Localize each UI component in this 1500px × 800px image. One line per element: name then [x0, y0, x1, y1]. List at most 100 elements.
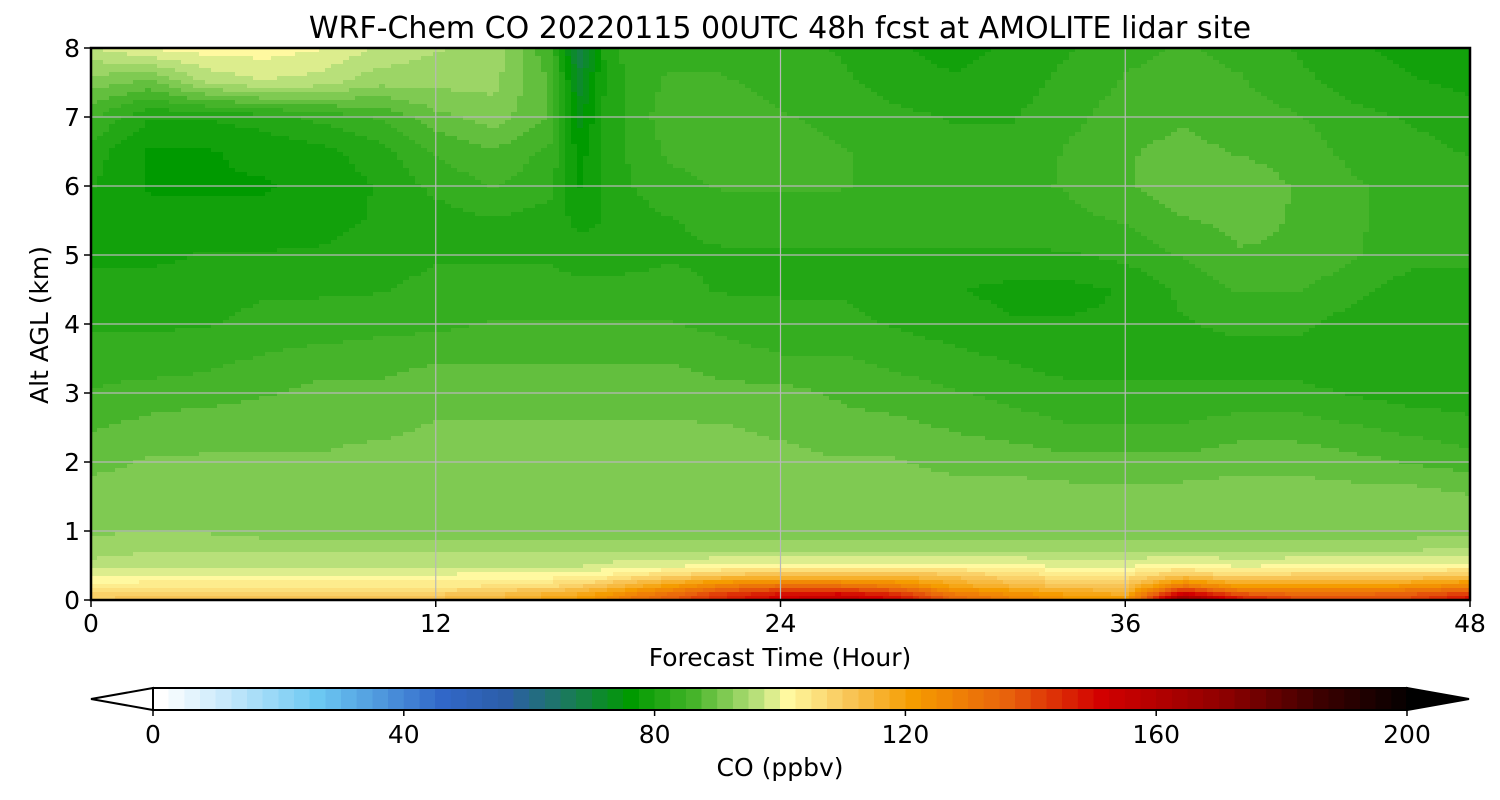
heat-cell	[175, 72, 182, 77]
heat-cell	[175, 60, 182, 65]
heat-cell	[697, 72, 704, 77]
heat-cell	[121, 92, 128, 97]
heat-cell	[835, 64, 842, 69]
heat-cell	[1129, 72, 1136, 77]
heat-cell	[1009, 68, 1016, 73]
heat-cell	[1093, 92, 1100, 97]
heat-cell	[817, 68, 824, 73]
heat-cell	[1333, 104, 1340, 109]
heat-cell	[1339, 64, 1346, 69]
heat-cell	[265, 80, 272, 85]
heat-cell	[1345, 80, 1352, 85]
heat-cell	[1147, 104, 1154, 109]
heat-cell	[703, 88, 710, 93]
heat-cell	[403, 88, 410, 93]
heat-cell	[379, 92, 386, 97]
heat-cell	[1459, 60, 1466, 65]
heat-cell	[547, 56, 554, 61]
heat-cell	[421, 76, 428, 81]
heat-cell	[1021, 52, 1028, 57]
heat-cell	[253, 104, 260, 109]
heat-cell	[1213, 100, 1220, 105]
heat-cell	[283, 76, 290, 81]
heat-cell	[745, 56, 752, 61]
heat-cell	[811, 52, 818, 57]
heat-cell	[469, 84, 476, 89]
heat-cell	[697, 64, 704, 69]
heat-cell	[907, 96, 914, 101]
heat-cell	[277, 104, 284, 109]
heat-cell	[1237, 56, 1244, 61]
heat-cell	[319, 88, 326, 93]
heat-cell	[469, 80, 476, 85]
heat-cell	[307, 68, 314, 73]
heat-cell	[757, 56, 764, 61]
heat-cell	[637, 76, 644, 81]
heat-cell	[637, 56, 644, 61]
heat-cell	[469, 76, 476, 81]
heat-cell	[1375, 76, 1382, 81]
heat-cell	[631, 100, 638, 105]
heat-cell	[163, 80, 170, 85]
heat-cell	[697, 60, 704, 65]
heat-cell	[1417, 96, 1424, 101]
heat-cell	[769, 72, 776, 77]
heat-cell	[1285, 84, 1292, 89]
heat-cell	[1267, 104, 1274, 109]
heat-cell	[577, 56, 584, 61]
heat-cell	[367, 60, 374, 65]
heat-cell	[169, 100, 176, 105]
heat-cell	[1207, 72, 1214, 77]
heat-cell	[997, 104, 1004, 109]
heat-cell	[1441, 84, 1448, 89]
heat-cell	[835, 100, 842, 105]
heat-cell	[529, 76, 536, 81]
heat-cell	[1069, 76, 1076, 81]
heat-cell	[913, 64, 920, 69]
heat-cell	[1099, 64, 1106, 69]
heat-cell	[1189, 72, 1196, 77]
heat-cell	[109, 60, 116, 65]
heat-cell	[661, 96, 668, 101]
heat-cell	[199, 104, 206, 109]
heat-cell	[703, 72, 710, 77]
heat-cell	[193, 76, 200, 81]
heat-cell	[835, 68, 842, 73]
heat-cell	[523, 104, 530, 109]
heat-cell	[1405, 104, 1412, 109]
heat-cell	[631, 76, 638, 81]
heat-cell	[877, 56, 884, 61]
heat-cell	[595, 80, 602, 85]
heat-cell	[1243, 72, 1250, 77]
heat-cell	[715, 92, 722, 97]
heat-cell	[1369, 84, 1376, 89]
heat-cell	[1183, 68, 1190, 73]
heat-cell	[1213, 84, 1220, 89]
heat-cell	[637, 80, 644, 85]
heat-cell	[361, 80, 368, 85]
heat-cell	[661, 64, 668, 69]
heat-cell	[1123, 72, 1130, 77]
heat-cell	[955, 104, 962, 109]
heat-cell	[223, 92, 230, 97]
heat-cell	[799, 52, 806, 57]
heat-cell	[949, 52, 956, 57]
heat-cell	[901, 56, 908, 61]
heat-cell	[1321, 100, 1328, 105]
heat-cell	[985, 56, 992, 61]
heat-cell	[607, 60, 614, 65]
heat-cell	[133, 96, 140, 101]
heat-cell	[241, 64, 248, 69]
heat-cell	[1417, 64, 1424, 69]
heat-cell	[271, 84, 278, 89]
heat-cell	[673, 60, 680, 65]
heat-cell	[1375, 88, 1382, 93]
heat-cell	[1333, 56, 1340, 61]
heat-cell	[295, 52, 302, 57]
heat-cell	[1087, 100, 1094, 105]
heat-cell	[217, 80, 224, 85]
heat-cell	[1201, 96, 1208, 101]
heat-cell	[1129, 100, 1136, 105]
heat-cell	[1309, 96, 1316, 101]
heat-cell	[1357, 100, 1364, 105]
